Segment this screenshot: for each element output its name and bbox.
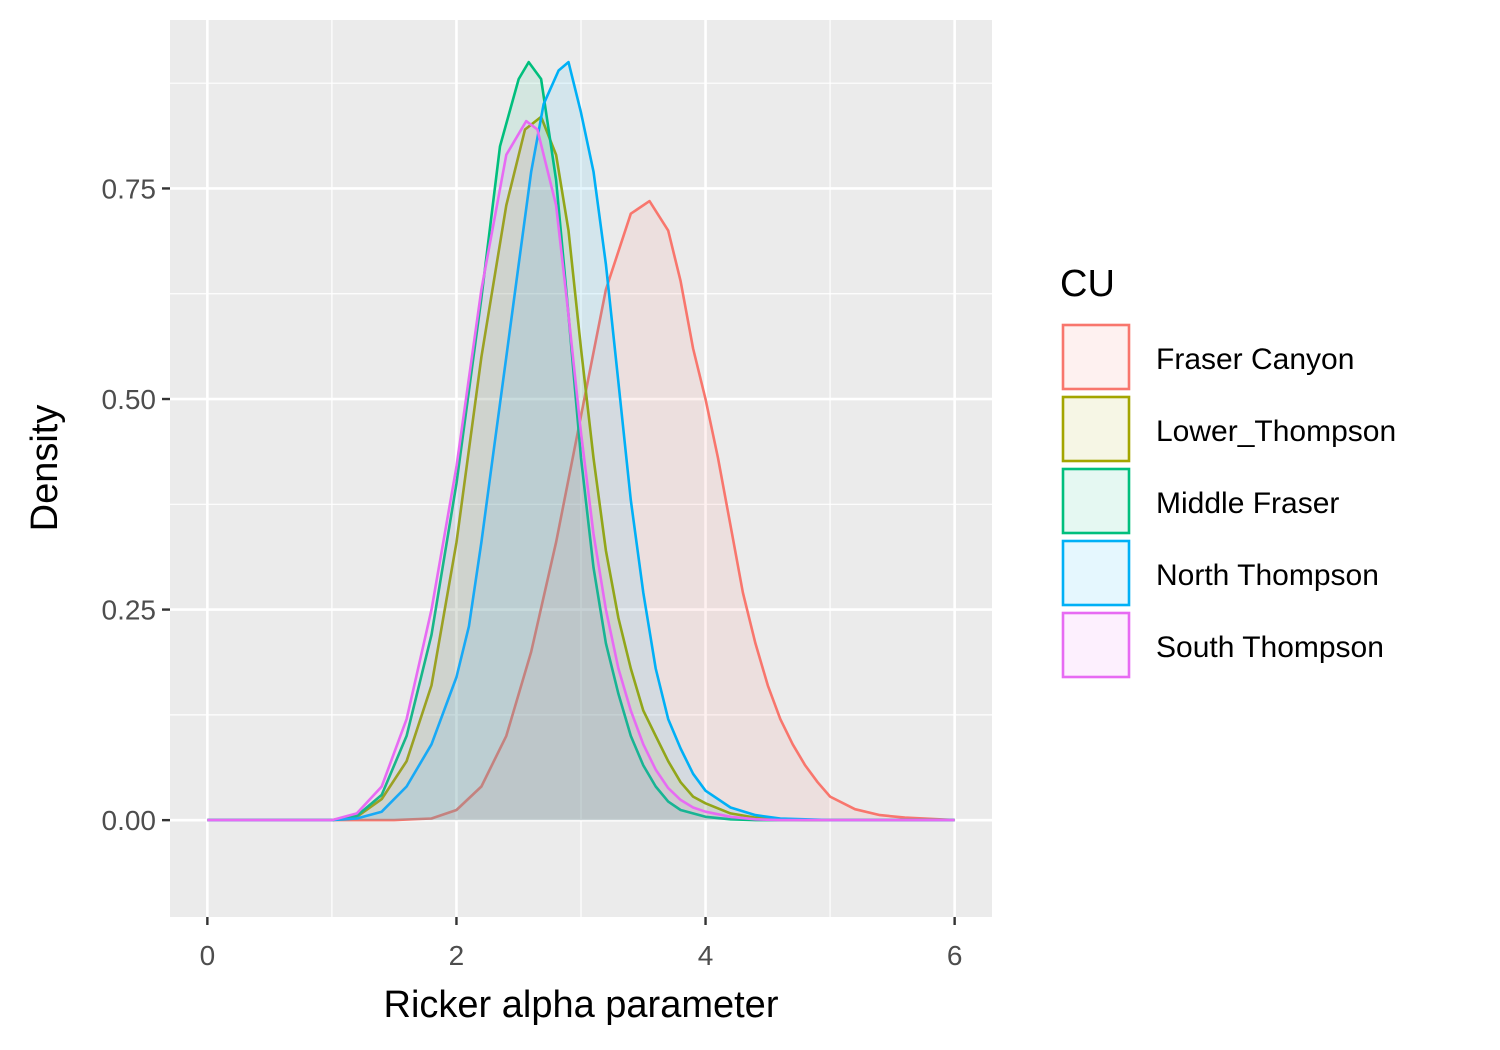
legend-key-swatch <box>1061 539 1131 607</box>
legend-key-swatch <box>1061 467 1131 535</box>
legend-label: Fraser Canyon <box>1156 343 1354 376</box>
density-area-middle-fraser <box>207 62 955 821</box>
legend-key-swatch <box>1061 611 1131 679</box>
density-line-south-thompson <box>207 119 955 822</box>
series-south-thompson <box>207 119 955 822</box>
legend-key-background <box>1063 541 1129 605</box>
legend-key-swatch <box>1061 395 1131 463</box>
x-axis: 0 2 4 6 <box>200 917 963 971</box>
y-axis-title: Density <box>24 405 66 532</box>
density-area-fraser-canyon <box>207 201 955 821</box>
x-tick-label: 4 <box>698 940 714 971</box>
legend-item-fraser-canyon: Fraser Canyon <box>1061 323 1354 391</box>
series-fraser-canyon <box>207 199 955 822</box>
y-tick-label: 0.50 <box>102 384 157 415</box>
legend-item-north-thompson: North Thompson <box>1061 539 1379 607</box>
density-series <box>207 60 955 822</box>
y-tick-label: 0.00 <box>102 805 157 836</box>
legend-label: North Thompson <box>1156 559 1379 592</box>
legend-key-background <box>1063 325 1129 389</box>
x-tick-label: 0 <box>200 940 216 971</box>
legend-title: CU <box>1060 263 1115 305</box>
density-line-north-thompson <box>207 60 955 822</box>
legend-key-background <box>1063 397 1129 461</box>
density-line-lower-thompson <box>207 115 955 822</box>
y-tick-label: 0.25 <box>102 595 157 626</box>
legend-key-background <box>1063 613 1129 677</box>
density-line-fraser-canyon <box>207 199 955 822</box>
major-gridlines <box>170 20 992 917</box>
legend: CU Fraser Canyon Lower_Thompson Middle Fra… <box>1060 263 1396 679</box>
legend-item-lower-thompson: Lower_Thompson <box>1061 395 1396 463</box>
legend-label: Middle Fraser <box>1156 487 1339 520</box>
legend-item-middle-fraser: Middle Fraser <box>1061 467 1339 535</box>
legend-label: South Thompson <box>1156 631 1384 664</box>
x-tick-label: 6 <box>947 940 963 971</box>
y-tick-label: 0.75 <box>102 173 157 204</box>
x-axis-title: Ricker alpha parameter <box>384 984 779 1026</box>
x-tick-label: 2 <box>449 940 465 971</box>
legend-label: Lower_Thompson <box>1156 415 1396 448</box>
legend-item-south-thompson: South Thompson <box>1061 611 1384 679</box>
legend-key-background <box>1063 469 1129 533</box>
y-axis: 0.00 0.25 0.50 0.75 <box>102 173 170 836</box>
legend-key-swatch <box>1061 323 1131 391</box>
density-area-south-thompson <box>207 121 955 821</box>
